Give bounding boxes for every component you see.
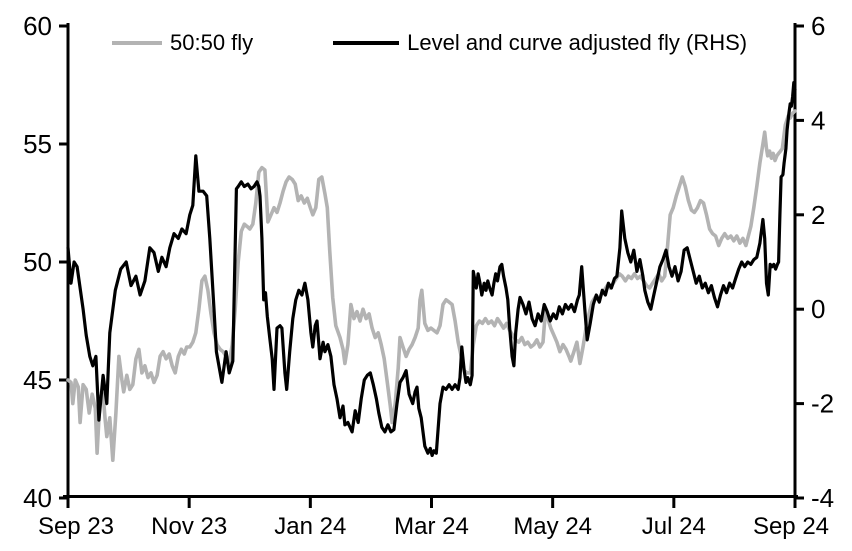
x-axis-tick-label: Sep 24 <box>753 513 829 540</box>
x-axis-tick-label: Mar 24 <box>394 513 469 540</box>
left-axis-tick-label: 55 <box>23 129 52 159</box>
gray-series-line <box>66 109 797 463</box>
right-axis-tick-label: 2 <box>811 200 825 230</box>
x-axis-tick-label: Jan 24 <box>274 513 346 540</box>
black-series-line <box>66 80 797 458</box>
left-axis-tick-label: 40 <box>23 483 52 513</box>
right-axis-tick-label: -2 <box>811 389 834 419</box>
legend-label-level-curve-adjusted: Level and curve adjusted fly (RHS) <box>407 30 748 55</box>
right-axis-tick-label: 0 <box>811 294 825 324</box>
right-axis-tick-label: -4 <box>811 483 834 513</box>
legend-line-swatch-black <box>333 41 400 45</box>
axes: 40 45 50 55 60 -4 -2 0 2 4 6 Sep 23 Nov 23 Jan 24 Mar … <box>23 11 834 540</box>
x-axis-tick-label: Sep 23 <box>38 513 114 540</box>
left-axis-tick-label: 60 <box>23 11 52 41</box>
left-axis-tick-label: 45 <box>23 365 52 395</box>
right-axis-tick-label: 6 <box>811 11 825 41</box>
right-axis-tick-label: 4 <box>811 105 825 135</box>
legend: 50:50 fly Level and curve adjusted fly (… <box>112 30 747 56</box>
x-axis-tick-label: May 24 <box>513 513 592 540</box>
x-axis-tick-label: Nov 23 <box>151 513 227 540</box>
left-axis-tick-label: 50 <box>23 247 52 277</box>
x-axis-tick-label: Jul 24 <box>642 513 706 540</box>
legend-label-5050-fly: 50:50 fly <box>170 30 254 55</box>
legend-line-swatch-gray <box>112 41 162 45</box>
series-lines <box>66 80 797 463</box>
